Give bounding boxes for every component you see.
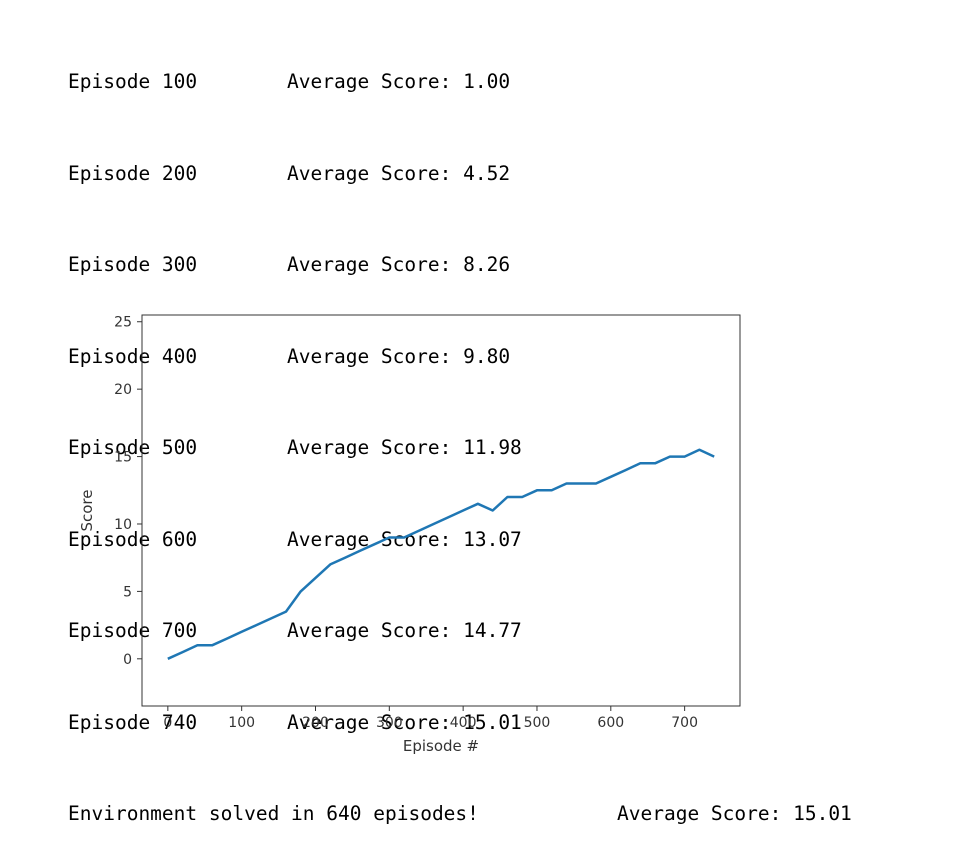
log-score: Average Score: 14.77 xyxy=(287,619,522,642)
log-episode: Episode 200 xyxy=(68,161,198,185)
log-score: Average Score: 11.98 xyxy=(287,436,522,459)
log-line: Episode 740 Average Score: 15.01 xyxy=(68,708,852,739)
log-episode: Episode 500 xyxy=(68,436,198,459)
x-axis-label: Episode # xyxy=(403,737,479,755)
x-tick-label: 600 xyxy=(597,715,624,731)
log-line: Episode 300 Average Score: 8.26 xyxy=(68,250,852,281)
x-tick-label: 400 xyxy=(450,715,477,731)
x-tick-label: 300 xyxy=(376,715,403,731)
y-tick-label: 25 xyxy=(114,315,132,331)
log-score: Average Score: 9.80 xyxy=(287,344,511,368)
log-episode: Episode 100 xyxy=(68,70,198,93)
log-line: Episode 400 Average Score: 9.80 xyxy=(68,342,852,373)
log-score: Average Score: 1.00 xyxy=(287,70,511,93)
y-tick-label: 20 xyxy=(114,382,132,398)
y-tick-label: 5 xyxy=(123,584,132,600)
y-tick-label: 10 xyxy=(114,517,132,533)
axes-frame xyxy=(141,314,741,707)
x-tick-label: 0 xyxy=(163,715,172,731)
log-score: Average Score: 13.07 xyxy=(287,527,522,551)
x-tick-label: 700 xyxy=(671,715,698,731)
chart-ticks: 0 100 200 300 400 500 600 700 0 5 10 15 20 25 xyxy=(114,315,698,731)
log-line: Episode 200 Average Score: 4.52 xyxy=(68,159,852,190)
score-series-line xyxy=(167,448,715,660)
log-episode: Episode 600 xyxy=(68,527,198,551)
log-episode: Episode 300 xyxy=(68,253,198,276)
score-chart: 0 100 200 300 400 500 600 700 0 5 10 15 20 25 Episode… xyxy=(78,314,741,755)
log-solved-line: Environment solved in 640 episodes! Avera… xyxy=(68,799,852,830)
log-line: Episode 600 Average Score: 13.07 xyxy=(68,525,852,556)
log-episode: Episode 400 xyxy=(68,344,198,368)
log-episode: Episode 740 xyxy=(68,710,198,734)
log-line: Episode 100 Average Score: 1.00 xyxy=(68,67,852,98)
log-score: Average Score: 4.52 xyxy=(287,161,511,185)
y-tick-label: 15 xyxy=(114,450,132,466)
log-line: Episode 700 Average Score: 14.77 xyxy=(68,616,852,647)
y-tick-label: 0 xyxy=(123,652,132,668)
x-tick-label: 100 xyxy=(228,715,255,731)
log-score: Average Score: 15.01 xyxy=(287,710,522,734)
solved-score: Average Score: 15.01 xyxy=(617,802,852,825)
log-line: Episode 500 Average Score: 11.98 xyxy=(68,433,852,464)
chart-lines xyxy=(167,448,715,660)
x-tick-label: 500 xyxy=(524,715,551,731)
y-axis-label: Score xyxy=(78,489,96,531)
solved-message: Environment solved in 640 episodes! xyxy=(68,802,479,825)
log-score: Average Score: 8.26 xyxy=(287,253,511,276)
log-episode: Episode 700 xyxy=(68,619,198,642)
x-tick-label: 200 xyxy=(302,715,329,731)
